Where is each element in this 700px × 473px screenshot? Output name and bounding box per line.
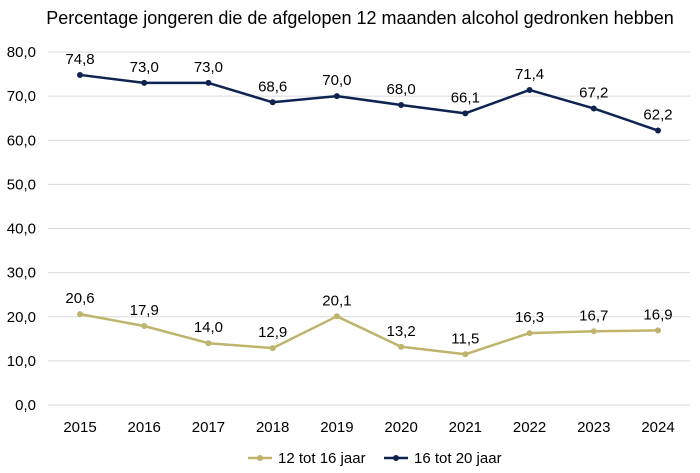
y-tick-label: 40,0: [7, 221, 36, 238]
y-tick-label: 70,0: [7, 88, 36, 105]
data-label: 11,5: [451, 330, 479, 347]
y-tick-label: 60,0: [7, 132, 36, 149]
x-tick-label: 2021: [449, 419, 482, 436]
x-tick-label: 2022: [513, 419, 546, 436]
x-tick-label: 2023: [577, 419, 610, 436]
x-axis: 2015 2016 2017 2018 2019 2020 2021 2022 2023 2024: [63, 419, 674, 436]
data-point: [462, 351, 469, 358]
data-point: [141, 79, 148, 86]
y-tick-label: 10,0: [7, 353, 36, 370]
legend-item: 12 tot 16 jaar: [248, 450, 366, 467]
data-point: [462, 110, 469, 117]
x-tick-label: 2019: [320, 419, 353, 436]
data-label: 16,3: [515, 309, 544, 326]
legend: 12 tot 16 jaar 16 tot 20 jaar: [248, 450, 502, 467]
data-point: [205, 340, 212, 347]
data-point: [655, 327, 661, 334]
series-layer: 20,6 17,9 14,0 12,9 20,1 13,2 11,5 16,3 16,7 16,9…: [65, 51, 673, 358]
data-point: [333, 313, 340, 320]
data-point: [205, 79, 212, 86]
data-label: 14,0: [194, 319, 223, 336]
data-label: 17,9: [130, 302, 159, 319]
data-point: [398, 343, 405, 350]
data-point: [77, 71, 83, 78]
y-tick-label: 30,0: [7, 265, 36, 282]
data-label: 74,8: [65, 51, 94, 68]
y-tick-label: 50,0: [7, 176, 36, 193]
series-line: [79, 73, 659, 132]
data-point: [526, 86, 533, 93]
legend-swatch-marker: [393, 455, 399, 461]
data-point: [590, 105, 597, 112]
legend-item: 16 tot 20 jaar: [384, 450, 502, 467]
data-point: [398, 101, 405, 108]
series-0: 20,6 17,9 14,0 12,9 20,1 13,2 11,5 16,3 16,7 16,9: [65, 290, 673, 358]
y-axis: 0,0 10,0 20,0 30,0 40,0 50,0 60,0 70,0 80,0: [7, 44, 36, 414]
data-label: 73,0: [194, 59, 223, 76]
data-label: 70,0: [322, 72, 351, 89]
data-point: [590, 328, 597, 335]
data-label: 68,6: [258, 78, 287, 95]
data-point: [269, 345, 276, 352]
x-tick-label: 2017: [192, 419, 225, 436]
data-label: 16,9: [643, 306, 672, 323]
data-point: [526, 330, 533, 337]
data-label: 71,4: [515, 66, 544, 83]
data-label: 67,2: [579, 84, 608, 101]
chart-title: Percentage jongeren die de afgelopen 12 …: [46, 8, 674, 28]
data-point: [141, 323, 148, 330]
data-label: 68,0: [387, 81, 416, 98]
data-point: [333, 93, 340, 100]
data-label: 12,9: [258, 324, 287, 341]
data-label: 20,6: [65, 290, 94, 307]
legend-label: 12 tot 16 jaar: [278, 450, 366, 467]
data-point: [655, 127, 661, 134]
series-1: 74,8 73,0 73,0 68,6 70,0 68,0 66,1 71,4 67,2 62,2: [65, 51, 673, 134]
data-label: 13,2: [387, 323, 416, 340]
data-label: 73,0: [130, 59, 159, 76]
y-tick-label: 0,0: [15, 397, 36, 414]
data-label: 62,2: [643, 107, 672, 124]
x-tick-label: 2015: [63, 419, 96, 436]
y-tick-label: 20,0: [7, 309, 36, 326]
y-tick-label: 80,0: [7, 44, 36, 61]
x-tick-label: 2016: [128, 419, 161, 436]
x-tick-label: 2018: [256, 419, 289, 436]
data-label: 66,1: [451, 89, 480, 106]
gridlines: [48, 51, 690, 406]
data-label: 20,1: [322, 292, 351, 309]
data-point: [269, 99, 276, 106]
x-tick-label: 2024: [641, 419, 674, 436]
legend-label: 16 tot 20 jaar: [414, 450, 502, 467]
series-line: [79, 312, 659, 356]
data-point: [77, 311, 83, 318]
x-tick-label: 2020: [384, 419, 417, 436]
legend-swatch-marker: [257, 455, 263, 461]
data-label: 16,7: [579, 307, 608, 324]
